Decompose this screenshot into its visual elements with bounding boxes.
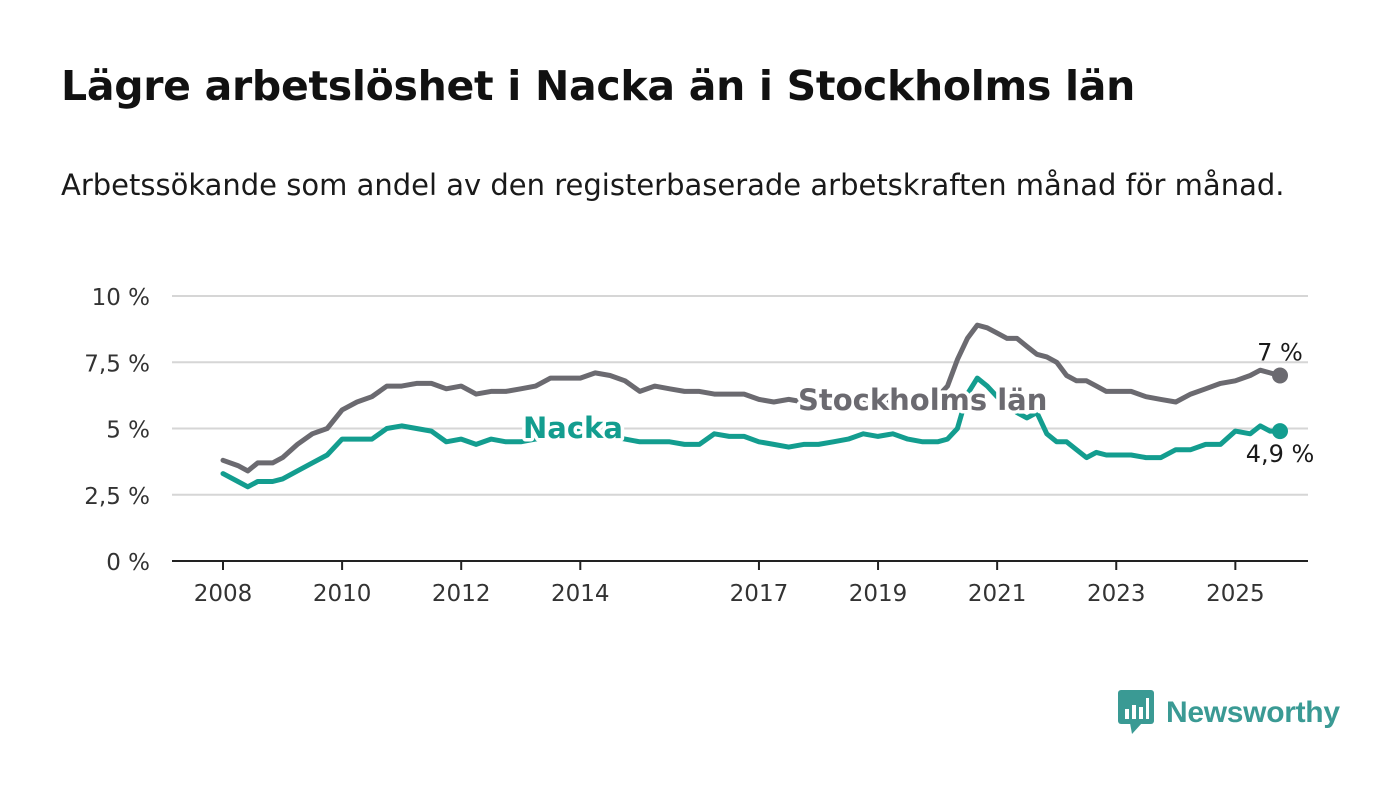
- chart-title: Lägre arbetslöshet i Nacka än i Stockhol…: [61, 62, 1136, 110]
- x-tick-label: 2025: [1206, 581, 1265, 607]
- x-tick-label: 2019: [849, 581, 908, 607]
- x-tick-label: 2014: [551, 581, 610, 607]
- newsworthy-logo-icon: [1118, 690, 1154, 734]
- y-tick-label: 0 %: [106, 550, 150, 576]
- line-chart: 0 % 2,5 % 5 % 7,5 % 10 % 2008 2010 2012 2014 201…: [84, 285, 1315, 607]
- series-end-point: [1272, 423, 1289, 440]
- x-axis-ticks: 2008 2010 2012 2014 2017 2019 2021 2023 2025: [172, 560, 1308, 607]
- x-tick-label: 2017: [730, 581, 789, 607]
- y-axis-ticks: 0 % 2,5 % 5 % 7,5 % 10 %: [84, 285, 150, 576]
- newsworthy-logo-text: Newsworthy: [1166, 696, 1340, 729]
- x-tick-label: 2021: [968, 581, 1027, 607]
- x-tick-label: 2008: [194, 581, 253, 607]
- series-lines: [220, 322, 1289, 490]
- series-end-point: [1272, 367, 1289, 384]
- series-line-nacka: [220, 375, 1283, 490]
- y-tick-label: 7,5 %: [84, 351, 150, 377]
- y-tick-label: 2,5 %: [84, 484, 150, 510]
- series-name-label: Nacka: [523, 411, 623, 445]
- series-line-stockholms-l-n: [220, 322, 1283, 474]
- end-value-label: 4,9 %: [1246, 440, 1315, 468]
- end-value-label: 7 %: [1257, 339, 1303, 367]
- series-labels: Stockholms län Nacka 7 % 4,9 %: [520, 339, 1315, 469]
- x-tick-label: 2023: [1087, 581, 1146, 607]
- x-tick-label: 2012: [432, 581, 491, 607]
- y-tick-label: 10 %: [92, 285, 150, 311]
- x-tick-label: 2010: [313, 581, 372, 607]
- y-tick-label: 5 %: [106, 418, 150, 444]
- newsworthy-logo: Newsworthy: [1118, 690, 1340, 736]
- gridlines: [172, 295, 1308, 496]
- series-name-label: Stockholms län: [798, 383, 1047, 417]
- chart-subtitle: Arbetssökande som andel av den registerb…: [61, 168, 1285, 202]
